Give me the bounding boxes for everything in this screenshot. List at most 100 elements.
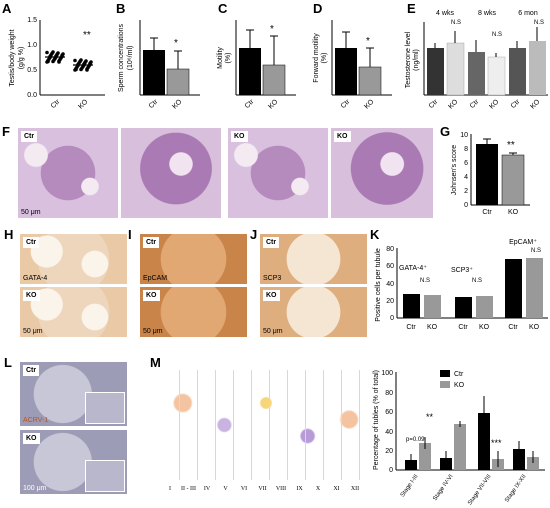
a-tick: 1.5 bbox=[27, 17, 37, 24]
i-tag-ctr: Ctr bbox=[143, 237, 160, 248]
svg-text:4 wks: 4 wks bbox=[436, 10, 454, 17]
i-marker: EpCAM bbox=[143, 275, 168, 282]
i-image-ko: KO 50 μm bbox=[140, 287, 247, 337]
svg-text:EpCAM⁺: EpCAM⁺ bbox=[509, 239, 537, 246]
b-yunit: (10⁶/ml) bbox=[127, 46, 134, 71]
a-dot bbox=[56, 51, 60, 55]
a-xtick: Ctr bbox=[50, 98, 62, 110]
svg-text:100: 100 bbox=[381, 370, 393, 377]
svg-text:Forward motility: Forward motility bbox=[313, 33, 320, 83]
svg-text:*: * bbox=[366, 36, 370, 47]
svg-text:Stage IV-VI: Stage IV-VI bbox=[432, 473, 455, 502]
panel-label-i: I bbox=[128, 227, 132, 242]
svg-text:***: *** bbox=[491, 438, 502, 448]
a-dot bbox=[79, 58, 83, 62]
svg-text:2: 2 bbox=[464, 188, 468, 195]
svg-text:KO: KO bbox=[488, 98, 500, 110]
f-image-ko-low: KO bbox=[228, 128, 328, 218]
svg-text:8 wks: 8 wks bbox=[478, 10, 496, 17]
a-dot bbox=[51, 50, 55, 54]
chart-g: 10 8 6 4 2 0 Johnsen's score ** Ctr KO bbox=[451, 132, 530, 216]
svg-text:N.S: N.S bbox=[420, 278, 430, 284]
f-image-ko-high: KO bbox=[331, 128, 433, 218]
svg-text:**: ** bbox=[426, 412, 434, 422]
a-sig: ** bbox=[83, 30, 91, 41]
svg-text:N.S: N.S bbox=[531, 248, 541, 254]
j-scale: 50 μm bbox=[263, 328, 283, 335]
j-marker: SCP3 bbox=[263, 275, 282, 282]
i-scale: 50 μm bbox=[143, 328, 163, 335]
i-image-ctr: Ctr EpCAM bbox=[140, 234, 247, 284]
panel-label-l: L bbox=[4, 355, 12, 370]
l-tag-ko: KO bbox=[23, 433, 40, 444]
chart-e: Testosterone level (ng/ml) 4 wks 8 wks 6… bbox=[405, 10, 548, 111]
svg-text:Stage I-III: Stage I-III bbox=[400, 473, 420, 498]
chart-k: 80 60 40 20 0 Positive cells per tubule … bbox=[375, 239, 548, 331]
svg-text:**: ** bbox=[507, 140, 515, 151]
svg-text:Ctr: Ctr bbox=[458, 324, 468, 331]
svg-text:KO: KO bbox=[363, 98, 375, 110]
f-image-ctr-high bbox=[121, 128, 221, 218]
l-scale: 100 μm bbox=[23, 485, 47, 492]
f-tag-ctr: Ctr bbox=[21, 131, 38, 142]
a-dot bbox=[73, 58, 77, 63]
svg-text:0: 0 bbox=[464, 202, 468, 209]
svg-text:40: 40 bbox=[385, 429, 393, 436]
g-bar-ko bbox=[501, 154, 525, 206]
svg-text:Positive cells per tubule: Positive cells per tubule bbox=[375, 248, 382, 322]
b-bar-ko bbox=[166, 68, 190, 96]
g-bar-ctr bbox=[476, 144, 498, 205]
svg-text:Ctr: Ctr bbox=[508, 324, 518, 331]
svg-text:20: 20 bbox=[385, 448, 393, 455]
h-marker: GATA-4 bbox=[23, 275, 48, 282]
chart-a: 1.5 1.0 0.5 0.0 Testis/body weight (g/g … bbox=[9, 17, 105, 111]
a-tick: 1.0 bbox=[27, 42, 37, 49]
svg-text:Ctr: Ctr bbox=[428, 98, 440, 110]
svg-text:KO: KO bbox=[447, 98, 459, 110]
svg-text:KO: KO bbox=[479, 324, 490, 331]
svg-text:p=0.09: p=0.09 bbox=[406, 437, 425, 443]
panel-label-k: K bbox=[370, 227, 380, 242]
svg-text:Ctr: Ctr bbox=[340, 98, 352, 110]
a-xtick: KO bbox=[77, 98, 89, 110]
svg-text:N.S: N.S bbox=[451, 20, 461, 26]
svg-text:KO: KO bbox=[508, 209, 519, 216]
f-tag-ko-2: KO bbox=[334, 131, 351, 142]
svg-text:Ctr: Ctr bbox=[148, 98, 160, 110]
svg-text:Testosterone level: Testosterone level bbox=[405, 31, 412, 88]
svg-text:4: 4 bbox=[464, 174, 468, 181]
svg-text:Johnsen's score: Johnsen's score bbox=[451, 145, 458, 195]
a-dot bbox=[85, 68, 89, 72]
j-tag-ctr: Ctr bbox=[263, 237, 280, 248]
j-image-ko: KO 50 μm bbox=[260, 287, 367, 337]
svg-text:(%): (%) bbox=[225, 53, 232, 64]
svg-text:KO: KO bbox=[267, 98, 279, 110]
f-image-ctr-low: Ctr 50 μm bbox=[18, 128, 118, 218]
svg-text:Ctr: Ctr bbox=[406, 324, 416, 331]
a-dot bbox=[57, 60, 61, 64]
svg-text:KO: KO bbox=[171, 98, 183, 110]
svg-text:(ng/ml): (ng/ml) bbox=[413, 49, 420, 71]
svg-text:Percentage of tubles (% of tot: Percentage of tubles (% of total) bbox=[373, 370, 380, 470]
svg-text:Ctr: Ctr bbox=[482, 209, 492, 216]
svg-text:Stage IX-XII: Stage IX-XII bbox=[504, 473, 528, 503]
a-dot bbox=[45, 50, 49, 55]
j-image-ctr: Ctr SCP3 bbox=[260, 234, 367, 284]
d-bar-ko bbox=[358, 66, 382, 96]
svg-text:Ctr: Ctr bbox=[244, 98, 256, 110]
panel-label-m: M bbox=[150, 355, 161, 370]
svg-text:0: 0 bbox=[390, 315, 394, 322]
panel-label-e: E bbox=[407, 1, 416, 16]
c-bar-ctr bbox=[239, 48, 261, 95]
l-tag-ctr: Ctr bbox=[23, 365, 40, 376]
l-image-ko: KO 100 μm bbox=[20, 430, 127, 494]
f-scale: 50 μm bbox=[21, 209, 41, 216]
panel-label-c: C bbox=[218, 1, 228, 16]
a-ylabel: Testis/body weight bbox=[9, 29, 16, 86]
svg-text:60: 60 bbox=[385, 409, 393, 416]
svg-text:10: 10 bbox=[460, 132, 468, 139]
f-tag-ko: KO bbox=[231, 131, 248, 142]
svg-text:(%): (%) bbox=[321, 53, 328, 64]
j-tag-ko: KO bbox=[263, 290, 280, 301]
